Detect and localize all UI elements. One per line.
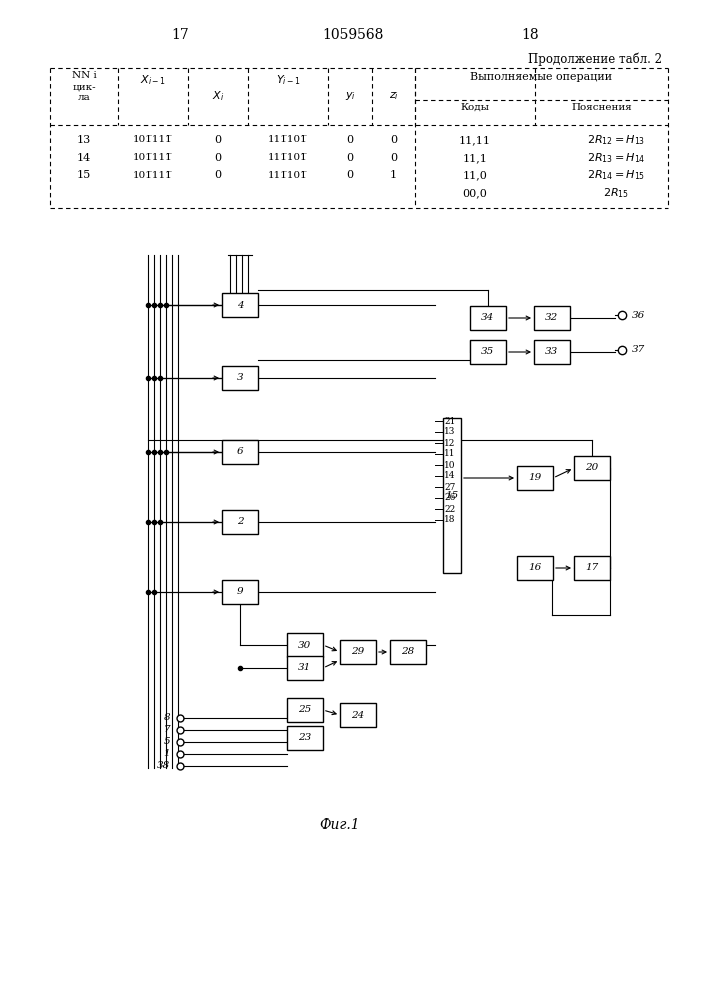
Text: 0: 0 <box>214 170 221 180</box>
Text: 1059568: 1059568 <box>322 28 384 42</box>
Bar <box>517 556 553 580</box>
Text: Продолжение табл. 2: Продолжение табл. 2 <box>528 52 662 66</box>
Text: 28: 28 <box>402 648 414 656</box>
Bar <box>222 293 258 317</box>
Bar <box>222 580 258 604</box>
Text: 0: 0 <box>214 153 221 163</box>
Text: 4: 4 <box>237 300 243 310</box>
Text: 31: 31 <box>298 664 312 672</box>
Text: 00,0: 00,0 <box>462 188 487 198</box>
Text: 8: 8 <box>163 714 170 722</box>
Text: 0: 0 <box>390 153 397 163</box>
Text: 18: 18 <box>444 516 455 524</box>
Text: 23: 23 <box>298 734 312 742</box>
Text: 101̅111̅: 101̅111̅ <box>133 170 173 180</box>
Text: 17: 17 <box>171 28 189 42</box>
Text: 32: 32 <box>545 314 559 322</box>
Text: 101̅111̅: 101̅111̅ <box>133 153 173 162</box>
Bar <box>287 656 323 680</box>
Text: 16: 16 <box>528 564 542 572</box>
Text: $2R_{14} = H_{15}$: $2R_{14} = H_{15}$ <box>588 168 645 182</box>
Text: 0: 0 <box>214 135 221 145</box>
Text: 7: 7 <box>163 726 170 734</box>
Text: 35: 35 <box>481 348 495 357</box>
Text: Пояснения: Пояснения <box>571 103 632 112</box>
Bar <box>517 466 553 490</box>
Text: 17: 17 <box>585 564 599 572</box>
Bar <box>443 418 461 572</box>
Text: 101̅111̅: 101̅111̅ <box>133 135 173 144</box>
Bar <box>574 456 610 480</box>
Text: 14: 14 <box>77 153 91 163</box>
Bar <box>222 510 258 534</box>
Text: 24: 24 <box>351 710 365 720</box>
Text: 10: 10 <box>444 460 455 470</box>
Text: 22: 22 <box>444 504 455 514</box>
Text: 12: 12 <box>444 438 455 448</box>
Text: 38: 38 <box>157 762 170 770</box>
Bar <box>340 640 376 664</box>
Text: 11: 11 <box>444 450 455 458</box>
Text: 20: 20 <box>585 464 599 473</box>
Bar <box>222 366 258 390</box>
Text: 30: 30 <box>298 641 312 650</box>
Text: 0: 0 <box>346 153 354 163</box>
Text: 15: 15 <box>77 170 91 180</box>
Bar <box>534 306 570 330</box>
Bar <box>470 306 506 330</box>
Text: 36: 36 <box>632 310 645 320</box>
Text: 21: 21 <box>444 416 455 426</box>
Text: 26: 26 <box>444 493 455 502</box>
Text: 6: 6 <box>237 448 243 456</box>
Text: 3: 3 <box>237 373 243 382</box>
Text: $Y_{i-1}$: $Y_{i-1}$ <box>276 73 300 87</box>
Text: $y_i$: $y_i$ <box>344 91 356 103</box>
Text: $2R_{15}$: $2R_{15}$ <box>604 186 629 200</box>
Text: 33: 33 <box>545 348 559 357</box>
Bar <box>287 698 323 722</box>
Text: NN i
цик-
ла: NN i цик- ла <box>71 71 96 102</box>
Bar <box>340 703 376 727</box>
Text: 9: 9 <box>237 587 243 596</box>
Text: Коды: Коды <box>460 103 489 112</box>
Text: 25: 25 <box>298 706 312 714</box>
Bar <box>534 340 570 364</box>
Text: Фиг.1: Фиг.1 <box>320 818 361 832</box>
Text: 111̅101̅: 111̅101̅ <box>268 170 308 180</box>
Text: $2R_{12} = H_{13}$: $2R_{12} = H_{13}$ <box>588 133 645 147</box>
Text: 0: 0 <box>346 135 354 145</box>
Text: 11,1: 11,1 <box>462 153 487 163</box>
Bar <box>470 340 506 364</box>
Text: 13: 13 <box>444 428 455 436</box>
Text: 34: 34 <box>481 314 495 322</box>
Text: $X_{i-1}$: $X_{i-1}$ <box>140 73 166 87</box>
Bar <box>390 640 426 664</box>
Bar <box>222 440 258 464</box>
Text: 111̅101̅: 111̅101̅ <box>268 135 308 144</box>
Text: 2: 2 <box>237 518 243 526</box>
Text: 111̅101̅: 111̅101̅ <box>268 153 308 162</box>
Text: 14: 14 <box>444 472 455 481</box>
Text: 11,11: 11,11 <box>459 135 491 145</box>
Bar <box>574 556 610 580</box>
Text: 37: 37 <box>632 346 645 355</box>
Text: $X_i$: $X_i$ <box>212 90 224 103</box>
Text: 15: 15 <box>445 490 459 499</box>
Text: $z_i$: $z_i$ <box>389 91 399 102</box>
Text: 27: 27 <box>444 483 455 491</box>
Text: 0: 0 <box>346 170 354 180</box>
Text: Выполняемые операции: Выполняемые операции <box>470 72 612 82</box>
Text: 1: 1 <box>163 750 170 758</box>
Text: 19: 19 <box>528 474 542 483</box>
Text: 1: 1 <box>390 170 397 180</box>
Text: 0: 0 <box>390 135 397 145</box>
Text: 18: 18 <box>521 28 539 42</box>
Text: 5: 5 <box>163 738 170 746</box>
Bar <box>287 633 323 657</box>
Bar <box>287 726 323 750</box>
Text: 13: 13 <box>77 135 91 145</box>
Text: $2R_{13} = H_{14}$: $2R_{13} = H_{14}$ <box>588 151 645 165</box>
Text: 11,0: 11,0 <box>462 170 487 180</box>
Text: 29: 29 <box>351 648 365 656</box>
